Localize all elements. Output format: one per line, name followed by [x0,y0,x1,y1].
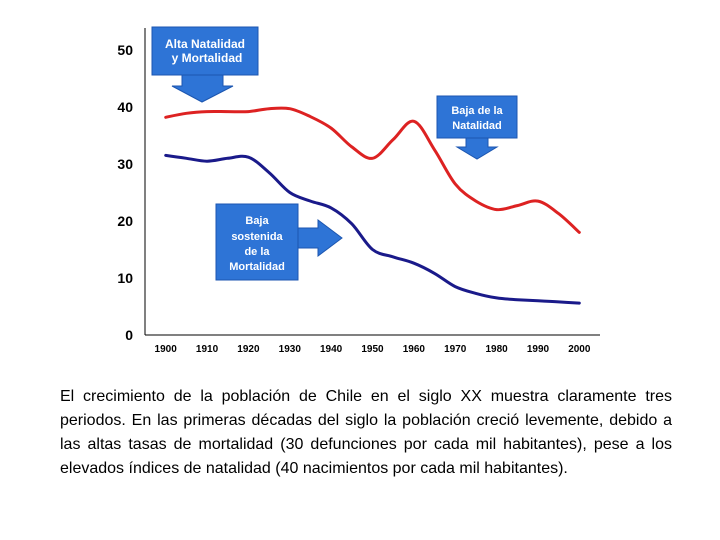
callout-baja-mortalidad-line-1: Baja [245,215,269,227]
chart-caption: El crecimiento de la población de Chile … [60,385,672,481]
x-tick-label: 1920 [237,344,260,355]
callout-baja-natalidad-line-2: Natalidad [452,120,502,132]
callout-baja-mortalidad-line-2: sostenida [231,231,283,243]
callout-baja-natalidad-line-1: Baja de la [451,105,503,117]
x-tick-label: 1970 [444,344,467,355]
x-tick-labels: 1900 1910 1920 1930 1940 1950 1960 1970 1980 1990… [155,344,591,355]
arrow-down-icon [457,138,497,159]
y-tick-label: 50 [117,42,133,58]
callout-alta-line-1: Alta Natalidad [165,37,245,51]
x-tick-label: 1910 [196,344,219,355]
y-tick-label: 20 [117,213,133,229]
x-tick-label: 1960 [403,344,426,355]
arrow-down-icon [172,75,233,102]
y-tick-labels: 0 10 20 30 40 50 [117,42,133,343]
x-tick-label: 1980 [485,344,508,355]
callout-alta-natalidad-mortalidad: Alta Natalidad y Mortalidad [152,27,258,102]
chart: 0 10 20 30 40 50 1900 1910 1920 1930 1940 1950 1960… [0,0,720,380]
callout-baja-natalidad: Baja de la Natalidad [437,96,517,159]
y-tick-label: 30 [117,156,133,172]
callout-baja-mortalidad-line-3: de la [244,246,270,258]
y-tick-label: 0 [125,327,133,343]
x-tick-label: 1930 [279,344,302,355]
callout-alta-line-2: y Mortalidad [172,51,243,65]
x-tick-label: 1940 [320,344,343,355]
callout-baja-mortalidad-line-4: Mortalidad [229,261,285,273]
x-tick-label: 2000 [568,344,591,355]
arrow-right-icon [298,220,342,256]
x-tick-label: 1990 [527,344,550,355]
callout-baja-mortalidad: Baja sostenida de la Mortalidad [216,204,342,280]
y-tick-label: 40 [117,99,133,115]
x-tick-label: 1900 [155,344,178,355]
x-tick-label: 1950 [361,344,384,355]
y-tick-label: 10 [117,270,133,286]
